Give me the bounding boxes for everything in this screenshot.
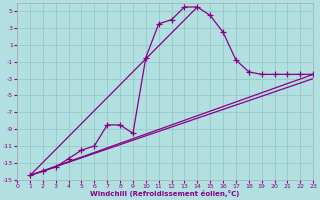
X-axis label: Windchill (Refroidissement éolien,°C): Windchill (Refroidissement éolien,°C) xyxy=(91,190,240,197)
